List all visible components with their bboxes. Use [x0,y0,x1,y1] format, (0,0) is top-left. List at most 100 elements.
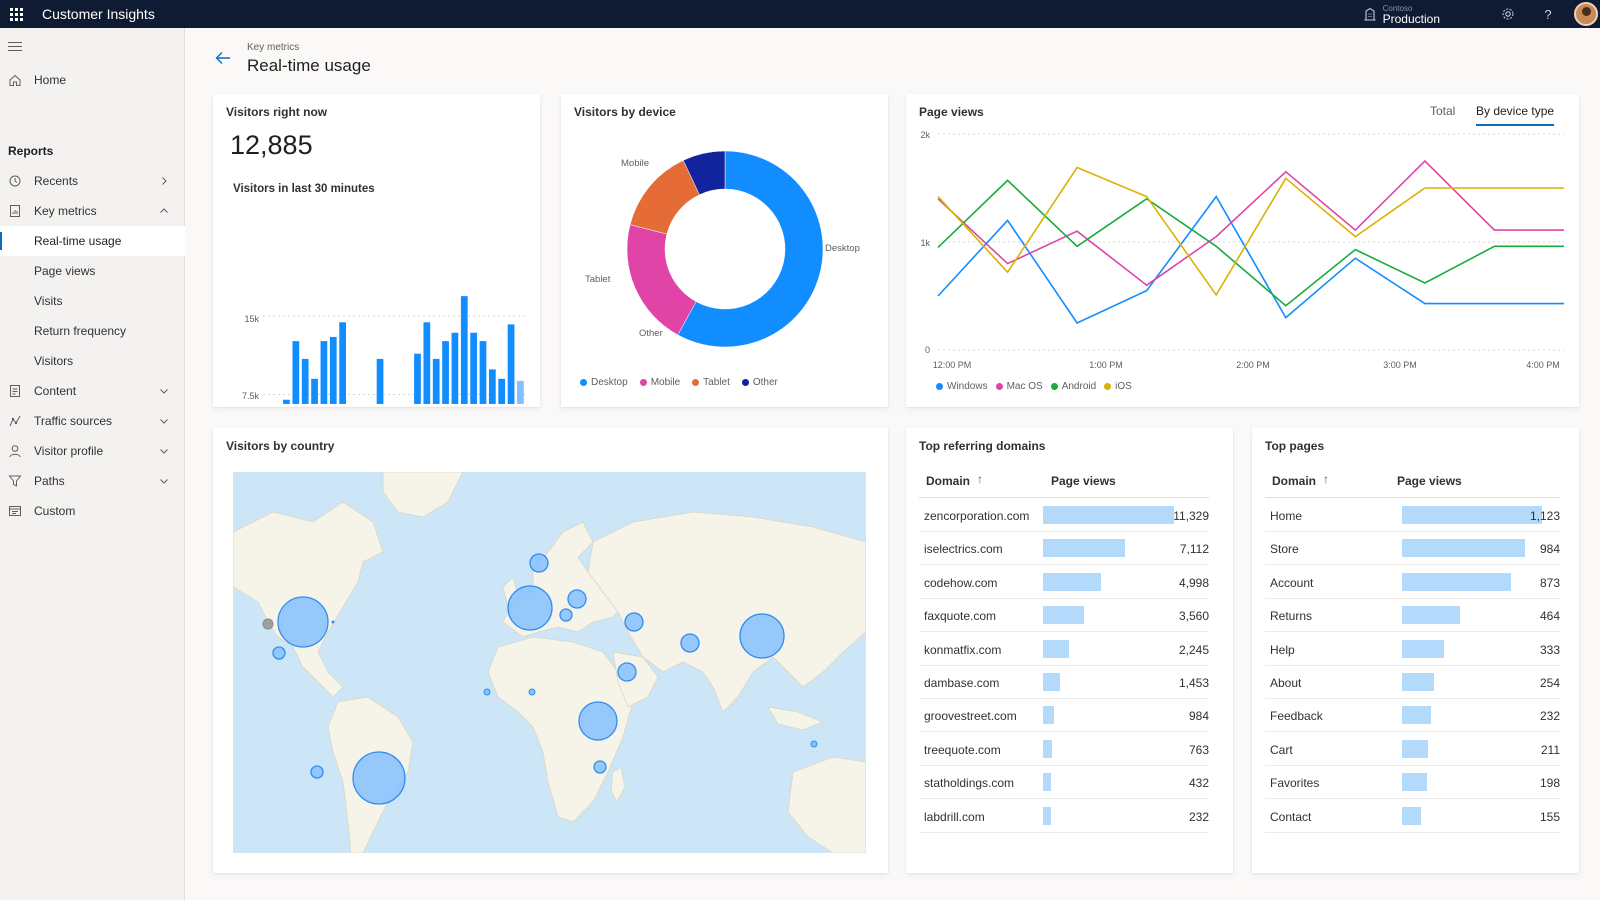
sort-ascending-icon[interactable]: ↑ [977,472,983,486]
legend-item[interactable]: Android [1050,381,1096,392]
series-line-ios[interactable] [937,166,1564,297]
table-row[interactable]: Cart 211 [1265,733,1560,766]
row-name[interactable]: Help [1270,642,1295,657]
sidebar-item-recents[interactable]: Recents [0,166,185,196]
table-row[interactable]: Help 333 [1265,633,1560,666]
table-row[interactable]: labdrill.com 232 [919,800,1209,833]
back-arrow-icon[interactable] [214,50,232,66]
map-bubble-saudi-arabia[interactable] [617,662,637,682]
legend-item[interactable]: Tablet [692,377,730,388]
chart-bar[interactable] [414,353,421,404]
table-row[interactable]: faxquote.com 3,560 [919,599,1209,633]
chart-bar[interactable] [460,296,468,404]
chart-bar[interactable] [451,332,459,404]
chart-bar[interactable] [320,341,328,404]
map-bubble-pakistan[interactable] [680,633,700,653]
chart-bar[interactable] [423,322,431,404]
sidebar-item-paths[interactable]: Paths [0,466,185,496]
sidebar-item-real-time-usage[interactable]: Real-time usage [0,226,185,256]
sidebar-item-visits[interactable]: Visits [0,286,185,316]
tab-total[interactable]: Total [1430,104,1456,118]
row-name[interactable]: treequote.com [924,742,1001,757]
column-header-domain[interactable]: Domain [1272,474,1317,488]
donut-slice-mobile[interactable] [626,224,697,336]
legend-item[interactable]: Mac OS [995,381,1043,392]
row-name[interactable]: faxquote.com [924,609,997,624]
legend-item[interactable]: Mobile [639,377,680,388]
map-bubble-atlantic[interactable] [331,620,335,624]
table-row[interactable]: Store 984 [1265,532,1560,566]
row-name[interactable]: Feedback [1270,709,1323,724]
chart-bar[interactable] [517,380,524,404]
table-row[interactable]: konmatfix.com 2,245 [919,633,1209,666]
map-bubble-mali[interactable] [483,688,491,696]
table-row[interactable]: treequote.com 763 [919,733,1209,766]
table-row[interactable]: Home 1,123 [1265,499,1560,532]
row-name[interactable]: zencorporation.com [924,509,1030,523]
menu-toggle-icon[interactable] [8,42,22,54]
map-bubble-niger[interactable] [528,688,536,696]
row-name[interactable]: konmatfix.com [924,642,1002,657]
row-name[interactable]: Account [1270,575,1314,590]
map-bubble-brazil[interactable] [352,751,406,805]
row-name[interactable]: Returns [1270,609,1313,624]
row-name[interactable]: Home [1270,509,1303,523]
series-line-windows[interactable] [937,195,1564,325]
chart-bar[interactable] [507,324,515,404]
row-name[interactable]: statholdings.com [924,776,1015,791]
sidebar-item-content[interactable]: Content [0,376,185,406]
help-icon[interactable]: ? [1544,6,1552,22]
table-row[interactable]: Feedback 232 [1265,699,1560,733]
sidebar-item-custom[interactable]: Custom [0,496,185,526]
row-name[interactable]: labdrill.com [924,809,985,824]
table-row[interactable]: groovestreet.com 984 [919,699,1209,733]
sidebar-item-visitors[interactable]: Visitors [0,346,185,376]
chart-bar[interactable] [339,322,346,404]
table-row[interactable]: zencorporation.com 11,329 [919,499,1209,532]
series-line-mac-os[interactable] [937,159,1564,287]
row-name[interactable]: Cart [1270,742,1293,757]
series-line-android[interactable] [937,179,1564,307]
sidebar-item-page-views[interactable]: Page views [0,256,185,286]
map-bubble-china[interactable] [739,613,785,659]
row-name[interactable]: About [1270,676,1302,690]
chart-bar[interactable] [479,341,487,404]
map-bubble-scandinavia[interactable] [529,553,549,573]
map-bubble-mexico[interactable] [272,646,286,660]
breadcrumb[interactable]: Key metrics [247,42,300,53]
map-bubble-peru[interactable] [310,765,324,779]
legend-item[interactable]: iOS [1104,381,1132,392]
legend-item[interactable]: Other [741,377,778,388]
column-header-page-views[interactable]: Page views [1397,474,1462,488]
chart-bar[interactable] [301,358,309,404]
row-name[interactable]: codehow.com [924,575,998,590]
table-row[interactable]: statholdings.com 432 [919,766,1209,800]
chart-bar[interactable] [311,378,318,404]
table-row[interactable]: About 254 [1265,666,1560,699]
chart-bar[interactable] [376,358,384,404]
column-header-domain[interactable]: Domain [926,474,971,488]
sidebar-item-traffic-sources[interactable]: Traffic sources [0,406,185,436]
chart-bar[interactable] [470,332,477,404]
settings-icon[interactable] [1494,0,1522,28]
donut-slice-other[interactable] [682,150,726,196]
avatar[interactable] [1574,2,1598,26]
table-row[interactable]: Favorites 198 [1265,766,1560,800]
legend-item[interactable]: Desktop [580,377,628,388]
map-bubble-eastern-europe[interactable] [567,589,587,609]
donut-slice-desktop[interactable] [677,150,824,348]
sort-ascending-icon[interactable]: ↑ [1323,472,1329,486]
map-bubble-western-europe[interactable] [507,585,553,631]
row-name[interactable]: iselectrics.com [924,542,1003,557]
table-row[interactable]: dambase.com 1,453 [919,666,1209,699]
map-bubble-turkey[interactable] [624,612,644,632]
table-row[interactable]: Returns 464 [1265,599,1560,633]
map-bubble-united-states[interactable] [277,596,329,648]
environment-switcher[interactable]: Contoso Production [1363,0,1440,28]
chart-bar[interactable] [442,341,449,404]
sidebar-item-key-metrics[interactable]: Key metrics [0,196,185,226]
chart-bar[interactable] [292,341,300,404]
table-row[interactable]: codehow.com 4,998 [919,566,1209,599]
table-row[interactable]: Account 873 [1265,566,1560,599]
map-bubble-east-africa[interactable] [578,701,618,741]
